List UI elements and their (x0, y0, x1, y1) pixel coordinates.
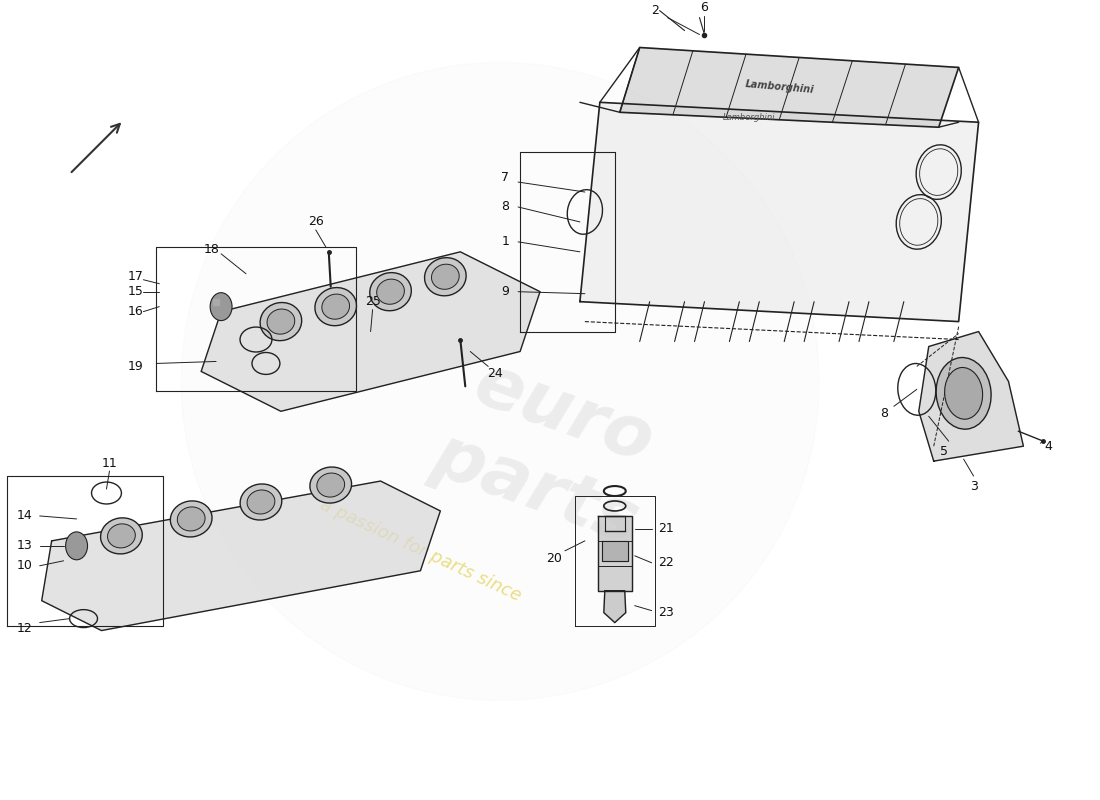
Text: 2: 2 (651, 4, 659, 17)
Text: 16: 16 (128, 305, 143, 318)
Text: 10: 10 (16, 559, 33, 572)
Ellipse shape (248, 490, 275, 514)
Ellipse shape (267, 309, 295, 334)
Text: 23: 23 (658, 606, 673, 619)
Polygon shape (580, 102, 979, 322)
Ellipse shape (370, 273, 411, 310)
Ellipse shape (310, 467, 352, 503)
Polygon shape (182, 62, 820, 700)
Text: 7: 7 (502, 170, 509, 183)
Ellipse shape (260, 302, 301, 341)
Polygon shape (201, 252, 540, 411)
Text: euro
parts: euro parts (425, 345, 675, 558)
Text: 5: 5 (939, 445, 948, 458)
Text: 6: 6 (701, 1, 708, 14)
Polygon shape (42, 481, 440, 630)
Ellipse shape (322, 294, 350, 319)
Polygon shape (602, 541, 628, 561)
Ellipse shape (170, 501, 212, 537)
Ellipse shape (936, 358, 991, 429)
Ellipse shape (210, 293, 232, 321)
Ellipse shape (376, 279, 405, 304)
Ellipse shape (177, 507, 205, 531)
Ellipse shape (240, 484, 282, 520)
Polygon shape (619, 47, 958, 127)
Ellipse shape (315, 287, 356, 326)
Text: 1: 1 (502, 235, 509, 248)
Text: 8: 8 (502, 201, 509, 214)
Text: 21: 21 (658, 522, 673, 535)
Polygon shape (597, 516, 631, 590)
Ellipse shape (425, 258, 466, 296)
Text: 18: 18 (204, 243, 219, 256)
Ellipse shape (945, 367, 982, 419)
Text: 22: 22 (658, 556, 673, 570)
Text: 25: 25 (365, 295, 381, 308)
Text: 24: 24 (487, 367, 503, 380)
Text: 19: 19 (128, 360, 143, 373)
Text: 17: 17 (128, 270, 143, 283)
Polygon shape (918, 331, 1023, 461)
Text: 26: 26 (308, 215, 323, 229)
Text: 8: 8 (880, 406, 888, 420)
Text: Lamborghini: Lamborghini (745, 79, 814, 95)
Text: 15: 15 (128, 285, 143, 298)
Ellipse shape (431, 264, 459, 290)
Ellipse shape (66, 532, 88, 560)
Text: 13: 13 (16, 539, 33, 552)
Text: 4: 4 (1044, 440, 1053, 453)
Text: 9: 9 (502, 285, 509, 298)
Text: Lamborghini: Lamborghini (723, 113, 776, 122)
Text: 12: 12 (16, 622, 33, 635)
Text: 20: 20 (546, 552, 562, 566)
Text: 3: 3 (970, 479, 978, 493)
Text: 11: 11 (101, 457, 118, 470)
Ellipse shape (100, 518, 142, 554)
Text: 14: 14 (16, 510, 33, 522)
Ellipse shape (317, 473, 344, 497)
Text: a passion for parts since: a passion for parts since (317, 496, 524, 606)
Ellipse shape (108, 524, 135, 548)
Polygon shape (604, 590, 626, 622)
